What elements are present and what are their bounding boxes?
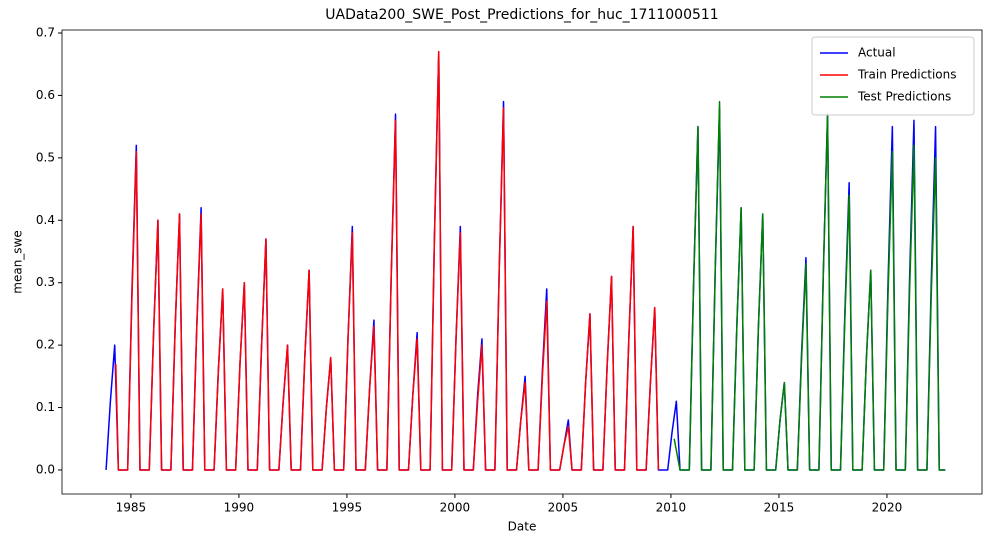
- legend-label: Train Predictions: [857, 68, 956, 82]
- legend-box: [811, 36, 975, 116]
- y-tick-label: 0.0: [36, 462, 55, 476]
- x-tick-label: 2020: [872, 501, 903, 515]
- series-line: [115, 50, 660, 471]
- x-tick-label: 2015: [764, 501, 795, 515]
- x-tick-label: 2005: [548, 501, 579, 515]
- x-tick-label: 1990: [224, 501, 255, 515]
- x-tick-label: 2010: [656, 501, 687, 515]
- x-tick-label: 1985: [116, 501, 147, 515]
- y-tick-label: 0.1: [36, 400, 55, 414]
- legend-label: Test Predictions: [857, 90, 951, 104]
- x-tick-label: 2000: [440, 501, 471, 515]
- y-tick-label: 0.6: [36, 88, 55, 102]
- y-tick-label: 0.4: [36, 213, 55, 227]
- legend-label: Actual: [858, 46, 896, 60]
- x-axis-label: Date: [508, 520, 537, 534]
- y-tick-label: 0.5: [36, 150, 55, 164]
- y-tick-label: 0.7: [36, 25, 55, 39]
- chart-title: UAData200_SWE_Post_Predictions_for_huc_1…: [325, 7, 718, 23]
- plot-frame: [61, 29, 983, 495]
- y-axis-label: mean_swe: [11, 230, 25, 293]
- y-tick-label: 0.2: [36, 338, 55, 352]
- x-tick-label: 1995: [332, 501, 363, 515]
- series-line: [673, 100, 946, 471]
- y-tick-label: 0.3: [36, 275, 55, 289]
